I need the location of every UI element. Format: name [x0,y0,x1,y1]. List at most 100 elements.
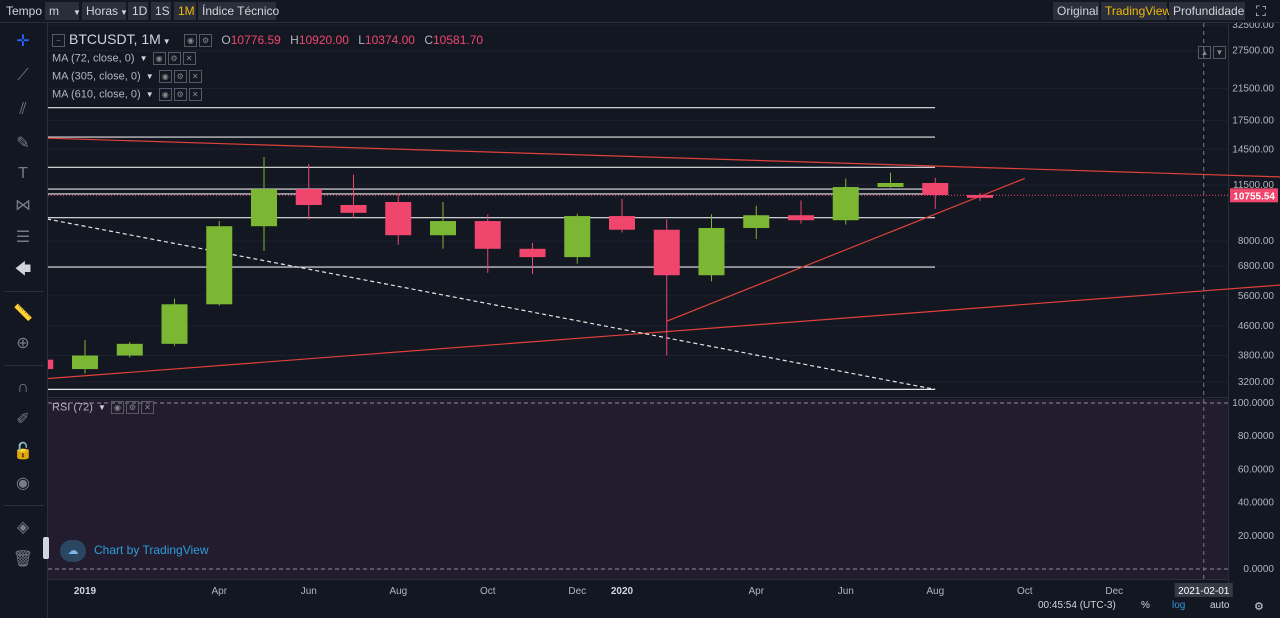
candle-body [609,216,635,230]
price-pane-bg [48,23,1228,396]
candle-body [564,216,591,258]
chevron-down-icon[interactable]: ▼ [145,72,154,82]
last-price-label: 10755.54 [1233,191,1275,202]
lock-drawing-icon[interactable]: ✐ [16,411,30,428]
time-axis[interactable]: 2019 Apr Jun Aug Oct Dec 2020 Apr Jun Aug Oct Dec [74,586,1123,597]
view-tradingview[interactable]: TradingView [1101,2,1171,20]
eye-icon[interactable]: ◉ [158,70,172,83]
low-value: 10374.00 [364,33,415,47]
close-icon[interactable]: ✕ [188,88,202,101]
brush-tool-icon[interactable]: ✎ [16,135,30,152]
open-value: 10776.59 [230,33,281,47]
price-tick-label: 14500.00 [1232,144,1274,155]
price-tick-label: 17500.00 [1232,115,1274,126]
candle [653,219,680,356]
settings-icon[interactable]: ⚙ [173,88,187,101]
hours-select[interactable]: Horas ▼ [82,2,128,20]
settings-icon[interactable]: ⚙ [126,401,140,414]
candle [116,341,143,358]
indicators-button[interactable]: Índice Técnico [198,2,279,20]
grid [48,24,1228,383]
chevron-down-icon: ▼ [120,8,128,17]
time-tick-label: Apr [211,586,227,597]
trash-icon[interactable]: 🗑 [12,551,34,568]
settings-icon[interactable]: ⚙ [199,34,213,48]
chevron-down-icon[interactable]: ▼ [98,403,106,413]
ma-610-legend[interactable]: MA (610, close, 0) ▼ ◉ ⚙ ✕ [52,88,202,101]
trend-line[interactable] [0,135,1280,184]
trend-lines [0,135,1280,390]
interval-1m[interactable]: 1M [174,2,196,20]
pattern-tool-icon[interactable]: ⋈ [15,197,31,214]
move-down-icon[interactable]: ▼ [1213,46,1226,59]
close-icon[interactable]: ✕ [182,52,196,65]
chevron-down-icon[interactable]: ▼ [139,54,148,64]
horizontal-lines [48,107,1228,390]
eye-icon[interactable]: ◉ [158,88,172,101]
trend-line[interactable] [40,267,1280,380]
collapse-legend-icon[interactable]: − [52,34,65,48]
back-arrow-icon[interactable]: 🡄 [14,261,32,278]
time-tick-label: 2019 [74,586,97,597]
candle-body [653,229,680,276]
toolbar-divider [4,365,44,366]
move-up-icon[interactable]: ▲ [1198,46,1211,59]
lock-icon[interactable]: 🔓 [13,443,33,460]
auto-toggle[interactable]: auto [1210,600,1230,611]
price-tick-label: 5600.00 [1238,291,1275,302]
view-original[interactable]: Original [1053,2,1099,20]
candle-body [340,204,367,213]
interval-1s[interactable]: 1S [151,2,171,20]
log-toggle[interactable]: log [1172,600,1186,611]
eye-icon[interactable]: ◉ [184,34,198,48]
fullscreen-icon[interactable]: ⛶ [1256,3,1266,19]
trend-line[interactable] [666,177,1025,322]
rsi-tick-label: 100.0000 [1232,398,1274,409]
rsi-legend[interactable]: RSI (72) ▼ ◉ ⚙ ✕ [52,401,155,414]
time-tick-label: Aug [389,586,407,597]
toolbar-divider [4,505,44,506]
price-axis[interactable]: 32500.00 27500.00 21500.00 17500.00 14500.00… [1230,20,1278,575]
trend-line[interactable] [40,217,936,390]
text-tool-icon[interactable]: T [18,165,28,182]
pane-controls: ▲ ▼ [1196,46,1226,59]
candle-body [519,248,546,258]
candle [564,213,591,264]
ma-305-legend[interactable]: MA (305, close, 0) ▼ ◉ ⚙ ✕ [52,70,202,83]
time-tick-label: Dec [1105,586,1123,597]
candle [251,156,277,251]
candle-body [116,343,143,356]
ma-72-legend[interactable]: MA (72, close, 0) ▼ ◉ ⚙ ✕ [52,52,196,65]
fib-tool-icon[interactable]: ☰ [15,229,31,246]
settings-icon[interactable]: ⚙ [167,52,181,65]
eye-icon[interactable]: ◉ [16,475,30,492]
interval-1d[interactable]: 1D [128,2,148,20]
settings-icon[interactable]: ⚙ [173,70,187,83]
candle [385,193,412,245]
time-tick-label: Dec [568,586,586,597]
tradingview-branding[interactable]: ☁ Chart by TradingView [60,540,209,562]
branding-text: Chart by TradingView [94,543,209,558]
pitchfork-tool-icon[interactable]: ⫽ [19,101,27,118]
settings-icon[interactable]: ⚙ [1254,601,1264,613]
candle [474,214,501,273]
close-icon[interactable]: ✕ [141,401,155,414]
zoom-icon[interactable]: ⊕ [16,335,30,352]
eye-icon[interactable]: ◉ [111,401,125,414]
interval-select[interactable]: m ▼ [45,2,81,20]
chevron-down-icon[interactable]: ▼ [162,37,171,46]
view-depth[interactable]: Profundidade [1169,2,1245,20]
layers-icon[interactable]: ◈ [16,519,30,536]
close-icon[interactable]: ✕ [188,70,202,83]
toolbar-collapse-handle[interactable] [43,537,49,559]
trendline-tool-icon[interactable]: ⟋ [17,67,29,84]
ruler-icon[interactable]: 📏 [13,305,33,322]
magnet-icon[interactable]: ∩ [17,379,29,396]
crosshair-tool-icon[interactable]: ✛ [16,33,30,50]
rsi-pane-bg [48,399,1228,579]
symbol-label[interactable]: BTCUSDT, 1M [69,31,161,47]
percent-toggle[interactable]: % [1141,600,1150,611]
eye-icon[interactable]: ◉ [152,52,166,65]
chevron-down-icon[interactable]: ▼ [145,90,154,100]
